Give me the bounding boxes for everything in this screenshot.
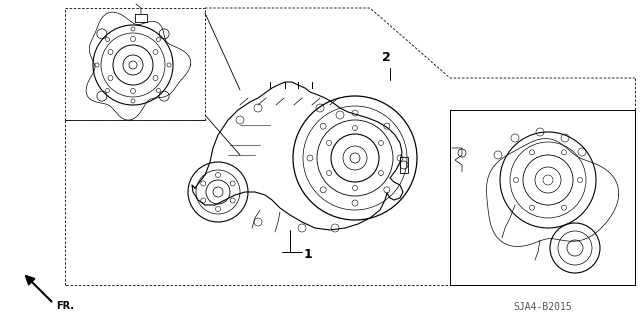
Text: FR.: FR. (56, 300, 74, 311)
Text: SJA4-B2015: SJA4-B2015 (514, 302, 572, 312)
Text: 1: 1 (304, 249, 313, 262)
Text: 2: 2 (381, 51, 390, 64)
